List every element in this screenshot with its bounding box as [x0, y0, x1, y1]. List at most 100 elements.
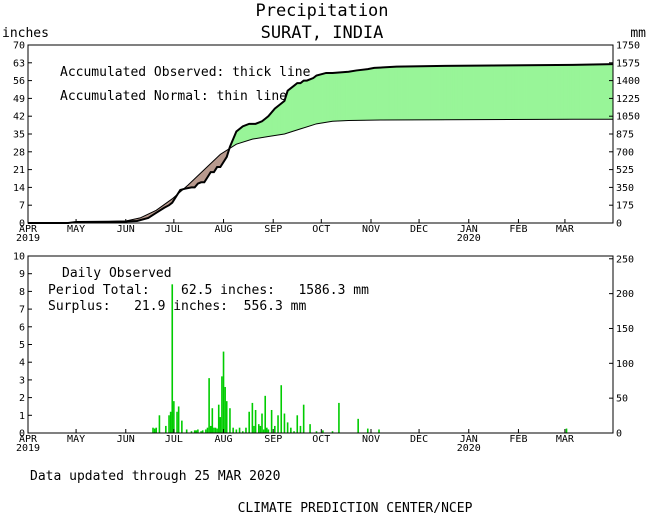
daily-bar	[152, 427, 154, 433]
y-tick-label-right: 1400	[616, 76, 640, 87]
period-total-label: Period Total: 62.5 inches: 1586.3 mm	[48, 283, 369, 298]
y-tick-label-left: 56	[13, 76, 25, 87]
daily-bar	[251, 402, 254, 433]
y-tick-label-right: 525	[616, 165, 634, 176]
x-tick-label: MAY	[67, 434, 85, 445]
daily-bar	[158, 415, 161, 433]
daily-bar	[267, 429, 270, 433]
y-tick-label-right: 1575	[616, 58, 640, 69]
x-tick-label: AUG	[215, 434, 233, 445]
y-tick-label-left: 3	[19, 375, 25, 386]
y-tick-label-left: 70	[13, 41, 25, 52]
y-tick-label-right: 1750	[616, 41, 640, 52]
x-tick-label: MAR	[556, 224, 575, 235]
daily-bar	[286, 422, 289, 433]
x-tick-label: FEB	[509, 434, 527, 445]
daily-bar	[378, 429, 380, 433]
right-unit-label: mm	[630, 26, 646, 41]
y-tick-label-right: 50	[616, 394, 628, 405]
x-tick-label: JUN	[117, 434, 135, 445]
x-tick-label: JUL	[165, 224, 183, 235]
y-tick-label-left: 7	[19, 201, 25, 212]
daily-bar	[299, 425, 302, 433]
daily-bar	[315, 431, 318, 433]
daily-bar	[219, 417, 222, 433]
y-tick-label-right: 0	[616, 429, 622, 440]
y-tick-label-left: 49	[13, 94, 25, 105]
x-tick-label: OCT	[312, 224, 330, 235]
daily-bar	[262, 429, 265, 433]
daily-bar	[201, 430, 204, 433]
daily-bar	[357, 418, 359, 433]
y-tick-label-left: 8	[19, 287, 25, 298]
y-tick-label-right: 200	[616, 289, 634, 300]
daily-bar	[331, 431, 334, 433]
x-tick-label: JAN	[460, 434, 478, 445]
daily-bar	[274, 425, 276, 433]
daily-bar	[206, 427, 209, 433]
x-tick-label: JUL	[165, 434, 183, 445]
x-tick-label: APR	[19, 224, 38, 235]
daily-bar	[238, 427, 241, 433]
daily-bar	[217, 404, 220, 433]
accumulation-fill	[38, 63, 614, 224]
daily-bar	[165, 425, 167, 433]
daily-bar	[253, 425, 255, 433]
daily-bar	[565, 428, 568, 433]
observed-accumulation-line	[28, 63, 614, 224]
y-tick-label-left: 14	[13, 183, 25, 194]
x-tick-year: 2020	[457, 233, 481, 244]
daily-bar	[229, 408, 231, 433]
x-tick-label: NOV	[362, 224, 380, 235]
y-tick-label-left: 4	[19, 358, 25, 369]
chart-subtitle: SURAT, INDIA	[261, 23, 384, 43]
x-tick-label: DEC	[410, 224, 428, 235]
data-updated-note: Data updated through 25 MAR 2020	[30, 469, 280, 484]
daily-bar	[309, 424, 311, 433]
y-tick-label-left: 1	[19, 411, 25, 422]
y-tick-label-left: 42	[13, 112, 25, 123]
daily-bar	[270, 409, 273, 433]
y-tick-label-right: 700	[616, 147, 634, 158]
daily-bar	[197, 429, 199, 433]
x-tick-label: JUN	[117, 224, 135, 235]
daily-bar	[264, 395, 267, 433]
daily-bar	[214, 427, 217, 433]
daily-bar	[241, 431, 244, 433]
daily-bar	[153, 428, 156, 433]
daily-bar	[177, 406, 180, 433]
y-tick-label-right: 0	[616, 219, 622, 230]
y-tick-label-right: 875	[616, 130, 634, 141]
y-tick-label-left: 0	[19, 429, 25, 440]
y-tick-label-right: 150	[616, 324, 634, 335]
x-tick-label: MAR	[556, 434, 575, 445]
y-tick-label-right: 1225	[616, 94, 640, 105]
daily-bar	[169, 411, 172, 433]
daily-bar	[277, 415, 279, 433]
daily-bar	[283, 413, 286, 433]
daily-bar	[200, 431, 202, 433]
daily-bar	[338, 402, 340, 433]
daily-bar	[213, 427, 215, 433]
left-unit-label: inches	[2, 26, 49, 41]
x-tick-label: SEP	[264, 434, 282, 445]
daily-bar	[290, 427, 292, 433]
legend-observed: Accumulated Observed: thick line	[60, 65, 311, 80]
y-tick-label-left: 28	[13, 147, 25, 158]
daily-bar	[224, 386, 226, 433]
x-tick-label: DEC	[410, 434, 428, 445]
daily-bar	[259, 425, 262, 433]
daily-bar	[185, 429, 188, 433]
x-tick-label: FEB	[509, 224, 527, 235]
daily-bar	[209, 425, 212, 433]
y-tick-label-left: 5	[19, 340, 25, 351]
daily-bar	[261, 413, 263, 433]
daily-bar	[193, 430, 196, 433]
legend-normal: Accumulated Normal: thin line	[60, 89, 287, 104]
x-tick-label: MAY	[67, 224, 85, 235]
daily-bar	[195, 430, 198, 433]
